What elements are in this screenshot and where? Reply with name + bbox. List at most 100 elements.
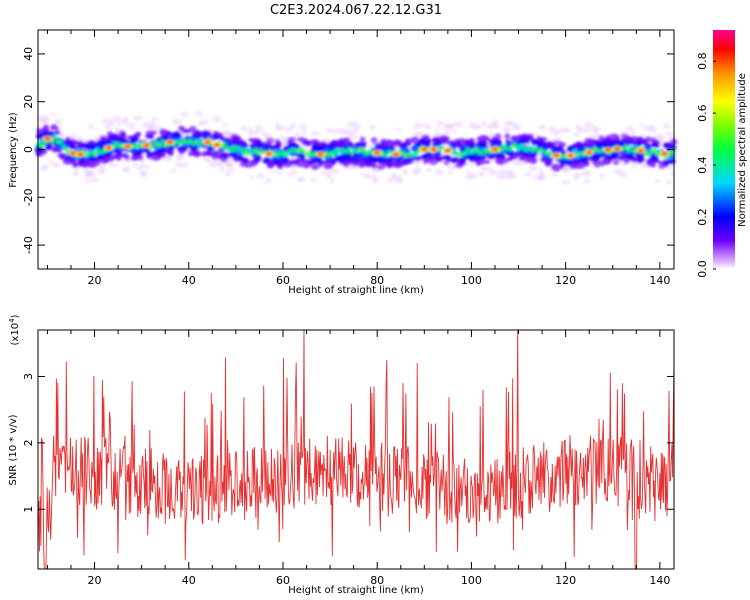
spectrogram-halo-speckle bbox=[275, 125, 286, 131]
spectrogram-halo-speckle bbox=[512, 159, 520, 166]
spectrogram-halo-speckle bbox=[174, 162, 181, 168]
spectrogram-envelope-cell bbox=[645, 136, 651, 143]
spectrogram-envelope-cell bbox=[445, 154, 452, 160]
spectrogram-y-tick-label: 20 bbox=[22, 95, 35, 109]
spectrogram-envelope-cell bbox=[594, 153, 601, 161]
spectrogram-halo-speckle bbox=[326, 172, 332, 178]
spectrogram-envelope-cell bbox=[275, 141, 283, 148]
spectrogram-envelope-cell bbox=[305, 141, 312, 147]
spectrogram-halo-speckle bbox=[368, 124, 377, 130]
spectrogram-y-tick-label: 0 bbox=[22, 146, 35, 153]
spectrogram-halo-speckle bbox=[226, 167, 235, 174]
spectrogram-halo-speckle bbox=[584, 121, 594, 129]
spectrogram-y-tick-label: 40 bbox=[22, 47, 35, 61]
spectrogram-envelope-cell bbox=[249, 143, 257, 150]
spectrogram-core-cell bbox=[513, 143, 518, 148]
spectrogram-halo-speckle bbox=[481, 119, 487, 127]
spectrogram-envelope-cell bbox=[581, 160, 590, 166]
spectrogram-halo-speckle bbox=[298, 178, 304, 182]
spectrogram-peak-cell bbox=[265, 152, 272, 156]
colorbar-tick-label: 0.8 bbox=[696, 52, 709, 70]
spectrogram-halo-speckle bbox=[329, 178, 335, 183]
spectrogram-core-cell bbox=[479, 150, 484, 155]
spectrogram-halo-speckle bbox=[435, 127, 440, 131]
spectrogram-halo-speckle bbox=[469, 122, 474, 128]
spectrogram-peak-cell bbox=[430, 147, 437, 152]
spectrogram-halo-speckle bbox=[212, 116, 221, 123]
spectrogram-envelope-cell bbox=[189, 145, 199, 152]
spectrogram-halo-speckle bbox=[670, 171, 676, 177]
spectrogram-peak-cell bbox=[661, 152, 668, 156]
spectrogram-halo-speckle bbox=[334, 169, 340, 173]
spectrogram-halo-speckle bbox=[101, 117, 112, 125]
spectrogram-envelope-cell bbox=[353, 142, 362, 149]
spectrogram-envelope-cell bbox=[82, 162, 90, 168]
spectrogram-core-cell bbox=[343, 149, 349, 154]
spectrogram-envelope-cell bbox=[311, 164, 318, 170]
spectrogram-envelope-cell bbox=[178, 149, 185, 155]
spectrogram-envelope-cell bbox=[136, 149, 142, 154]
spectrogram-peak-cell bbox=[605, 148, 612, 152]
spectrogram-envelope-cell bbox=[478, 143, 488, 149]
spectrogram-envelope-cell bbox=[359, 136, 366, 143]
spectrogram-envelope-cell bbox=[297, 153, 305, 159]
spectrogram-envelope-cell bbox=[518, 156, 525, 162]
spectrogram-envelope-cell bbox=[537, 140, 544, 146]
colorbar-tick-label: 0.4 bbox=[696, 156, 709, 174]
colorbar-label: Normalized spectral amplitude bbox=[737, 73, 748, 227]
spectrogram-halo-speckle bbox=[265, 177, 272, 184]
spectrogram-halo-speckle bbox=[491, 119, 499, 126]
spectrogram-panel: 20 40 60 80 100 120 140 -40 -20 0 20 40 Height of s… bbox=[8, 29, 678, 296]
spectrogram-envelope-cell bbox=[289, 142, 298, 149]
colorbar-tick-label: 0.0 bbox=[696, 260, 709, 278]
spectrogram-envelope-cell bbox=[223, 137, 231, 143]
spectrogram-envelope-cell bbox=[576, 147, 585, 153]
spectrogram-halo-speckle bbox=[132, 116, 140, 120]
spectrogram-core-cell bbox=[95, 147, 100, 152]
spectrogram-envelope-cell bbox=[160, 152, 167, 158]
spectrogram-envelope-cell bbox=[359, 160, 366, 167]
spectrogram-envelope-cell bbox=[242, 143, 249, 148]
spectrogram-envelope-cell bbox=[540, 156, 547, 163]
spectrogram-envelope-cell bbox=[170, 132, 179, 139]
spectrogram-halo-speckle bbox=[466, 170, 471, 177]
spectrogram-x-tick-label: 40 bbox=[182, 274, 196, 287]
spectrogram-halo-speckle bbox=[537, 173, 546, 179]
snr-x-tick-label: 140 bbox=[649, 574, 670, 587]
spectrogram-halo-speckle bbox=[454, 121, 464, 127]
spectrogram-halo-speckle bbox=[87, 170, 96, 177]
spectrogram-halo-speckle bbox=[666, 180, 672, 186]
spectrogram-halo-speckle bbox=[577, 129, 586, 133]
spectrogram-halo-speckle bbox=[112, 114, 121, 122]
spectrogram-envelope-cell bbox=[386, 161, 395, 168]
spectrogram-x-axis-label: Height of straight line (km) bbox=[288, 285, 424, 296]
spectrogram-halo-speckle bbox=[152, 117, 159, 122]
spectrogram-envelope-cell bbox=[97, 142, 105, 150]
spectrogram-envelope-cell bbox=[370, 162, 377, 168]
spectrogram-halo-speckle bbox=[165, 155, 174, 161]
spectrogram-halo-speckle bbox=[253, 124, 264, 129]
spectrogram-peak-cell bbox=[374, 151, 381, 155]
spectrogram-envelope-cell bbox=[477, 159, 485, 166]
spectrogram-heatmap bbox=[34, 110, 678, 186]
spectrogram-envelope-cell bbox=[343, 138, 350, 145]
spectrogram-envelope-cell bbox=[458, 138, 466, 143]
spectrogram-halo-speckle bbox=[442, 130, 451, 136]
spectrogram-envelope-cell bbox=[423, 134, 430, 140]
spectrogram-envelope-cell bbox=[201, 133, 208, 140]
spectrogram-core-cell bbox=[547, 151, 552, 156]
spectrogram-envelope-cell bbox=[612, 159, 620, 166]
snr-series-line bbox=[38, 330, 674, 569]
spectrogram-envelope-cell bbox=[552, 140, 558, 146]
spectrogram-envelope-cell bbox=[241, 157, 250, 163]
spectrogram-halo-speckle bbox=[104, 125, 112, 130]
spectrogram-envelope-cell bbox=[483, 159, 491, 165]
spectrogram-envelope-cell bbox=[59, 152, 66, 160]
spectrogram-core-cell bbox=[239, 148, 244, 153]
spectrogram-envelope-cell bbox=[605, 155, 614, 160]
spectrogram-envelope-cell bbox=[288, 159, 298, 166]
spectrogram-halo-speckle bbox=[591, 133, 600, 139]
snr-axes: 20 40 60 80 100 120 140 1 2 3 bbox=[22, 330, 674, 587]
spectrogram-halo-speckle bbox=[331, 128, 341, 134]
spectrogram-envelope-cell bbox=[111, 153, 121, 160]
